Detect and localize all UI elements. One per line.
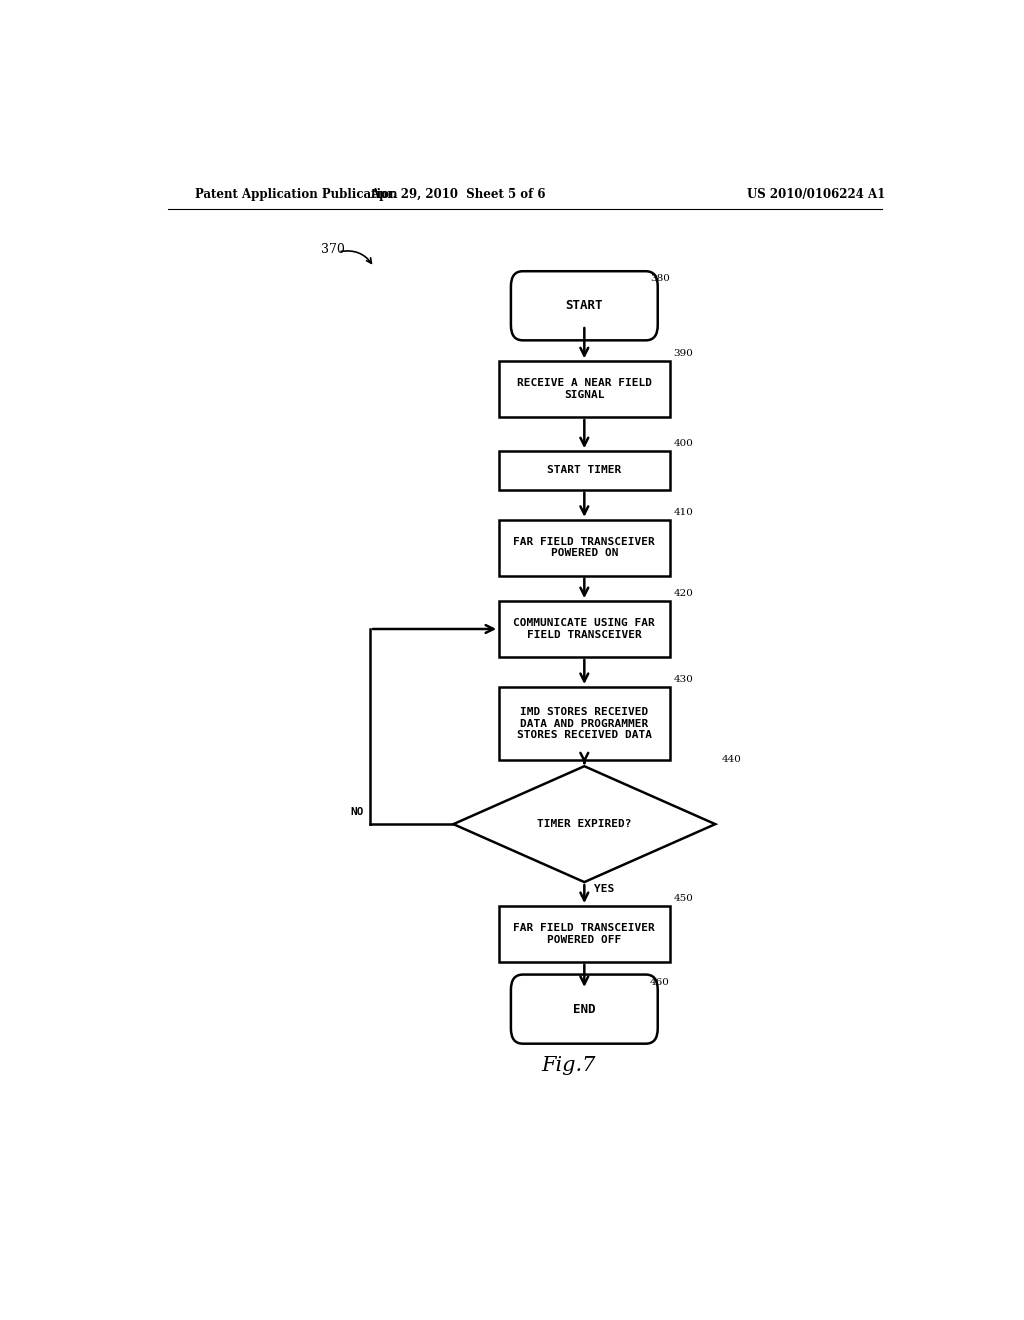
- Text: RECEIVE A NEAR FIELD
SIGNAL: RECEIVE A NEAR FIELD SIGNAL: [517, 379, 652, 400]
- FancyBboxPatch shape: [511, 974, 657, 1044]
- Bar: [499, 906, 670, 962]
- Bar: [499, 601, 670, 657]
- Text: START TIMER: START TIMER: [547, 466, 622, 475]
- Polygon shape: [454, 766, 715, 882]
- Text: START: START: [565, 300, 603, 313]
- Text: Apr. 29, 2010  Sheet 5 of 6: Apr. 29, 2010 Sheet 5 of 6: [370, 189, 545, 202]
- Text: 440: 440: [722, 755, 741, 764]
- Text: IMD STORES RECEIVED
DATA AND PROGRAMMER
STORES RECEIVED DATA: IMD STORES RECEIVED DATA AND PROGRAMMER …: [517, 708, 652, 741]
- Bar: [499, 686, 670, 760]
- Text: 390: 390: [674, 348, 693, 358]
- Text: 380: 380: [650, 275, 670, 284]
- Text: YES: YES: [594, 884, 614, 894]
- Text: 410: 410: [674, 508, 693, 516]
- Text: 430: 430: [674, 675, 693, 684]
- Bar: [499, 362, 670, 417]
- Text: TIMER EXPIRED?: TIMER EXPIRED?: [537, 820, 632, 829]
- Text: FAR FIELD TRANSCEIVER
POWERED OFF: FAR FIELD TRANSCEIVER POWERED OFF: [513, 923, 655, 945]
- Text: COMMUNICATE USING FAR
FIELD TRANSCEIVER: COMMUNICATE USING FAR FIELD TRANSCEIVER: [513, 618, 655, 640]
- Text: 460: 460: [650, 978, 670, 987]
- Text: Fig.7: Fig.7: [542, 1056, 596, 1074]
- Text: 370: 370: [321, 243, 345, 256]
- Text: 400: 400: [674, 440, 693, 447]
- FancyBboxPatch shape: [511, 271, 657, 341]
- Text: 420: 420: [674, 589, 693, 598]
- Bar: [499, 520, 670, 576]
- Text: 450: 450: [674, 894, 693, 903]
- Text: NO: NO: [350, 807, 364, 817]
- Text: END: END: [573, 1003, 596, 1015]
- Text: Patent Application Publication: Patent Application Publication: [196, 189, 398, 202]
- Bar: [499, 451, 670, 490]
- Text: FAR FIELD TRANSCEIVER
POWERED ON: FAR FIELD TRANSCEIVER POWERED ON: [513, 537, 655, 558]
- Text: US 2010/0106224 A1: US 2010/0106224 A1: [748, 189, 886, 202]
